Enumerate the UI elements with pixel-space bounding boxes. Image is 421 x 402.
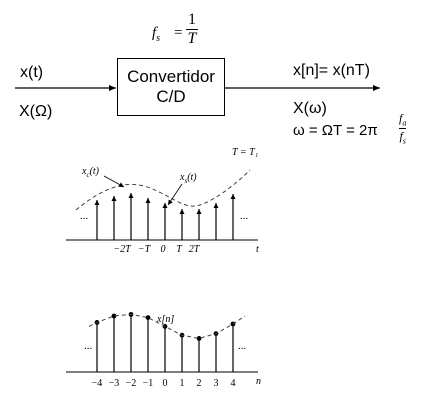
- plot2-tick-label: −2: [126, 378, 137, 389]
- converter-type: C/D: [156, 87, 186, 106]
- stem-marker-3: [145, 315, 151, 320]
- plot2-left-ellipsis: ...: [84, 340, 93, 352]
- xs-pointer-arrow: [167, 183, 183, 206]
- cd-converter-block: Convertidor C/D: [117, 58, 225, 116]
- ratio-denominator: f: [399, 129, 403, 144]
- frequency-relation: ω = ΩT = 2π fa fs: [293, 112, 418, 152]
- plot1-tick-label: 2T: [189, 244, 201, 255]
- ratio-numerator: f: [399, 111, 403, 125]
- plot2-tick-label: −1: [143, 378, 154, 389]
- sequence-envelope: [88, 313, 246, 339]
- stem-marker-6: [196, 336, 202, 341]
- plot1-tick-label: 0: [161, 244, 166, 255]
- relation-lhs: ω = ΩT = 2π: [293, 122, 378, 139]
- ratio-numerator-sub: a: [402, 118, 407, 128]
- plot2-tick-label: −3: [109, 378, 120, 389]
- plot2-tick-label: 0: [163, 378, 168, 389]
- plot2-right-ellipsis: ...: [238, 340, 247, 352]
- fs-denominator: T: [187, 30, 197, 47]
- xc-pointer-arrow: [103, 175, 125, 188]
- fs-subscript: s: [156, 33, 161, 44]
- plot1-left-ellipsis: ...: [80, 210, 89, 222]
- plot2-tick-label: 3: [214, 378, 219, 389]
- plot1-axis-label: t: [256, 244, 259, 255]
- stem-marker-1: [111, 313, 117, 319]
- relation-ratio: fa fs: [399, 111, 407, 146]
- plot1-right-ellipsis: ...: [240, 210, 249, 222]
- plot2-tick-label: 2: [197, 378, 202, 389]
- input-frequency-signal: X(Ω): [19, 103, 53, 120]
- plot2-tick-label: 1: [180, 378, 185, 389]
- plot2-tick-label: 4: [231, 378, 236, 389]
- continuous-signal-label: xc(t): [82, 166, 100, 179]
- plot1-tick-label: −T: [138, 244, 152, 255]
- plot1-tick-label: −2T: [113, 244, 132, 255]
- fs-numerator: 1: [188, 11, 196, 28]
- fs-equals: =: [174, 25, 183, 41]
- plot2-tick-label: −4: [92, 378, 103, 389]
- sampling-period-label: T = T₁: [232, 147, 259, 158]
- fs-symbol: f: [152, 25, 157, 41]
- continuous-signal-curve: [75, 169, 251, 211]
- fs-fraction: 1 T: [186, 12, 198, 47]
- output-time-signal: x[n]= x(nT): [293, 62, 370, 79]
- plot1-tick-label: T: [176, 244, 183, 255]
- impulse-train-label: xs(t): [180, 172, 197, 185]
- output-frequency-signal: X(ω): [293, 100, 327, 117]
- ratio-denominator-sub: s: [402, 136, 406, 146]
- converter-label: Convertidor: [127, 67, 215, 86]
- input-time-signal: x(t): [20, 64, 44, 81]
- sequence-label: x[n]: [157, 314, 175, 325]
- plot2-axis-label: n: [256, 376, 261, 387]
